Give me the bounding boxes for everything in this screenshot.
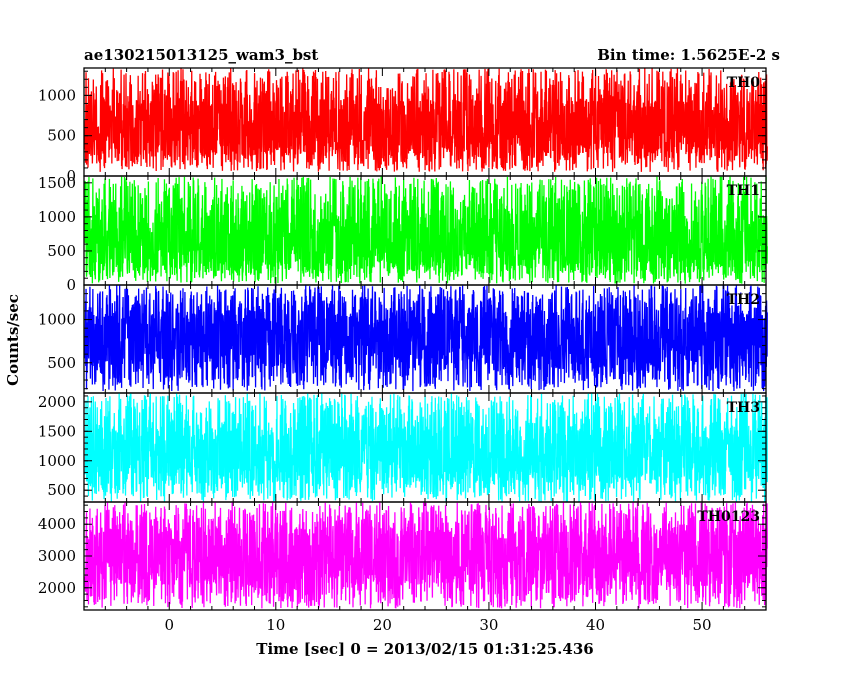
y-tick-label: 2000 bbox=[38, 393, 76, 411]
y-tick-label: 500 bbox=[47, 354, 76, 372]
y-tick-label: 4000 bbox=[38, 515, 76, 533]
panel-th0123: 2000 3000 4000 TH0123 0 10 20 30 40 50 bbox=[38, 501, 768, 634]
y-tick-label: 1000 bbox=[38, 208, 76, 226]
panel-th2: 500 1000 TH2 bbox=[38, 284, 768, 394]
y-tick-label: 500 bbox=[47, 127, 76, 145]
y-tick-label: 500 bbox=[47, 242, 76, 260]
panel-label-th1: TH1 bbox=[727, 183, 760, 199]
bin-time-label: Bin time: 1.5625E-2 s bbox=[597, 46, 780, 64]
y-tick-label: 3000 bbox=[38, 547, 76, 565]
panel-th0: 0 500 1000 TH0 bbox=[38, 67, 768, 185]
panel-th1: 0 500 1000 1500 TH1 bbox=[38, 174, 768, 294]
chart-title: ae130215013125_wam3_bst bbox=[84, 46, 318, 64]
y-tick-label: 1000 bbox=[38, 452, 76, 470]
x-tick-label: 40 bbox=[586, 616, 605, 634]
x-tick-label: 50 bbox=[693, 616, 712, 634]
x-tick-label: 0 bbox=[164, 616, 174, 634]
y-tick-label: 0 bbox=[66, 167, 76, 185]
y-tick-label: 1000 bbox=[38, 311, 76, 329]
y-axis-label: Counts/sec bbox=[4, 294, 22, 386]
x-tick-label: 10 bbox=[266, 616, 285, 634]
panel-label-th0123: TH0123 bbox=[697, 509, 760, 525]
series-line-th0123 bbox=[84, 501, 768, 609]
y-tick-label: 2000 bbox=[38, 579, 76, 597]
panel-label-th0: TH0 bbox=[727, 75, 761, 91]
y-tick-label: 500 bbox=[47, 481, 76, 499]
series-line-th1 bbox=[84, 176, 768, 284]
series-line-th0 bbox=[84, 68, 768, 172]
y-tick-label: 1500 bbox=[38, 174, 76, 192]
y-tick-label: 0 bbox=[66, 276, 76, 294]
panel-label-th2: TH2 bbox=[727, 292, 760, 308]
x-axis-label: Time [sec] 0 = 2013/02/15 01:31:25.436 bbox=[256, 640, 593, 658]
series-line-th3 bbox=[84, 393, 768, 502]
y-tick-label: 1500 bbox=[38, 422, 76, 440]
y-tick-label: 1000 bbox=[38, 86, 76, 104]
series-line-th2 bbox=[84, 285, 768, 392]
x-tick-label: 30 bbox=[479, 616, 498, 634]
panel-label-th3: TH3 bbox=[727, 400, 760, 416]
x-tick-label: 20 bbox=[373, 616, 392, 634]
panel-th3: 500 1000 1500 2000 TH3 bbox=[38, 392, 768, 503]
